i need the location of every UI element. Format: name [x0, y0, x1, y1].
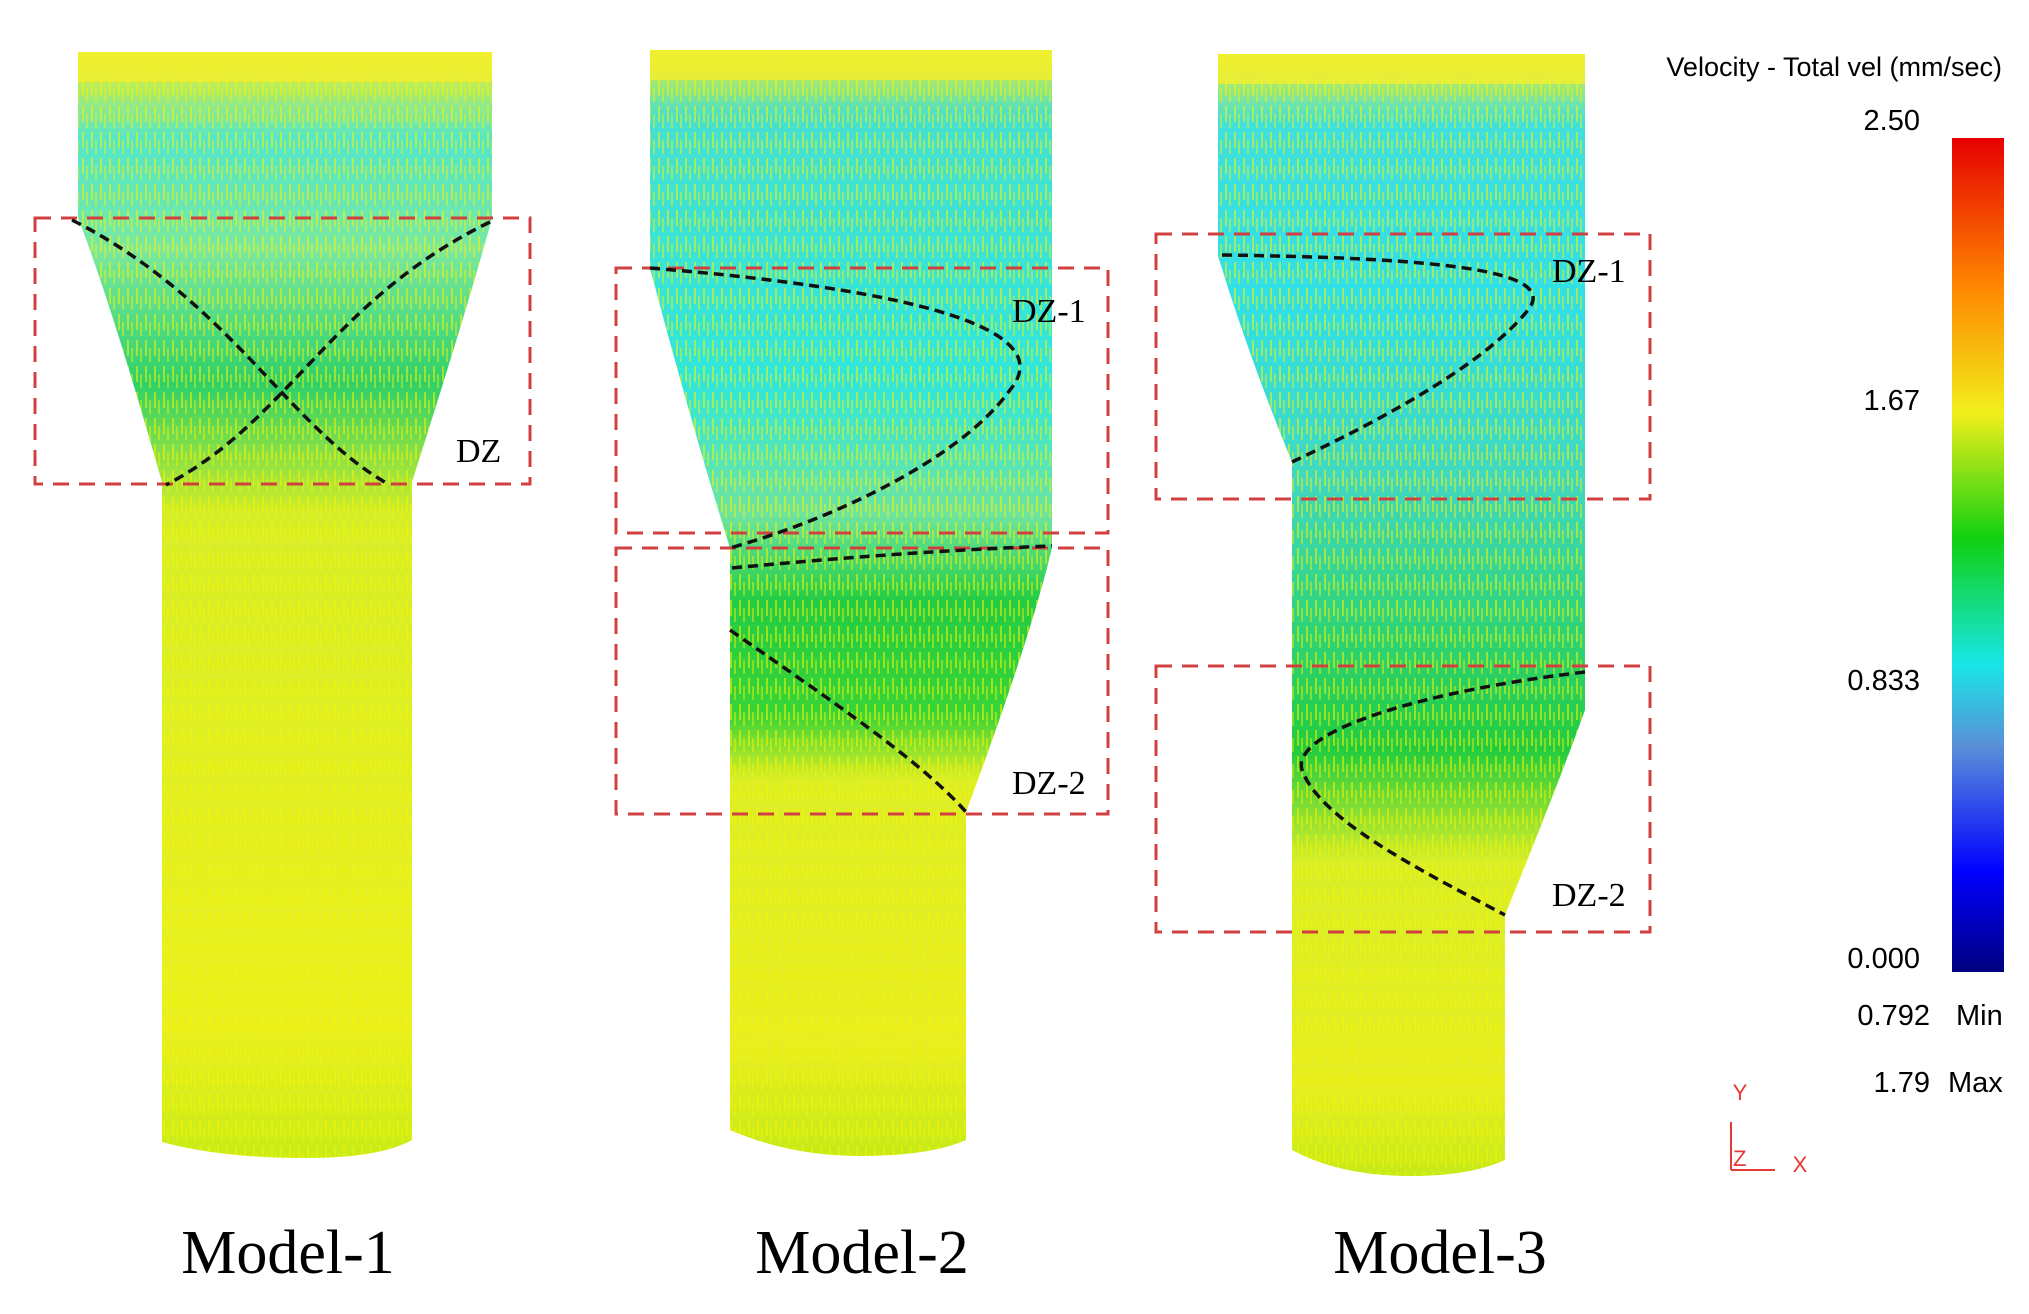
model-3-top-edge	[1218, 54, 1585, 84]
model-1-dz-box	[33, 216, 532, 486]
model-2-top-edge	[650, 50, 1052, 80]
model-2-specimen	[650, 50, 1052, 1156]
legend-min-label: Min	[1956, 1000, 2003, 1032]
model-3-texture	[1218, 54, 1585, 1176]
model-3-specimen	[1218, 54, 1585, 1176]
model-2-dz1-label: DZ-1	[1012, 293, 1086, 330]
model-2-deformation-line-3	[728, 628, 968, 814]
model-2-dz2-box	[614, 546, 1110, 816]
legend-color-bar	[1952, 138, 2004, 972]
legend-tick-zero: 0.000	[1847, 943, 1920, 975]
model-2-deformation-line-2	[731, 544, 1053, 570]
legend-min-value: 0.792	[1857, 1000, 1930, 1032]
legend-tick-lower: 0.833	[1847, 665, 1920, 697]
model-1-deformation-line-a	[71, 218, 391, 487]
model-2-dz1-box	[614, 266, 1110, 535]
legend-tick-max: 2.50	[1864, 105, 1920, 137]
model-3-dz1-label: DZ-1	[1552, 253, 1626, 290]
model-2-deformation-line-1	[649, 266, 1022, 550]
model-1-specimen	[78, 52, 492, 1158]
model-1-deformation-line-b	[165, 220, 491, 487]
model-2-label: Model-2	[755, 1219, 969, 1287]
model-3-dz1-box	[1154, 232, 1652, 501]
legend-title: Velocity - Total vel (mm/sec)	[1666, 52, 2002, 82]
model-3-dz2-label: DZ-2	[1552, 877, 1626, 914]
model-2-texture	[650, 50, 1052, 1156]
axis-x-label: X	[1793, 1152, 1808, 1177]
model-1-label: Model-1	[181, 1219, 395, 1287]
velocity-legend: Velocity - Total vel (mm/sec) 2.50 1.67 …	[1666, 52, 2004, 1099]
axis-z-label: Z	[1733, 1146, 1746, 1171]
model-1-top-edge	[78, 52, 492, 82]
model-1-texture	[78, 52, 492, 1158]
legend-tick-upper: 1.67	[1864, 385, 1920, 417]
model-3-label: Model-3	[1333, 1219, 1547, 1287]
model-2-dz2-label: DZ-2	[1012, 765, 1086, 802]
model-1-dz-label: DZ	[456, 433, 501, 470]
axis-y-label: Y	[1733, 1080, 1748, 1105]
model-3-deformation-line-2	[1299, 670, 1586, 917]
legend-max-value: 1.79	[1874, 1067, 1930, 1099]
axis-triad: Y Z X	[1730, 1080, 1808, 1177]
legend-max-label: Max	[1948, 1067, 2003, 1099]
model-3-dz2-box	[1154, 664, 1652, 934]
model-3-deformation-line-1	[1221, 253, 1535, 464]
